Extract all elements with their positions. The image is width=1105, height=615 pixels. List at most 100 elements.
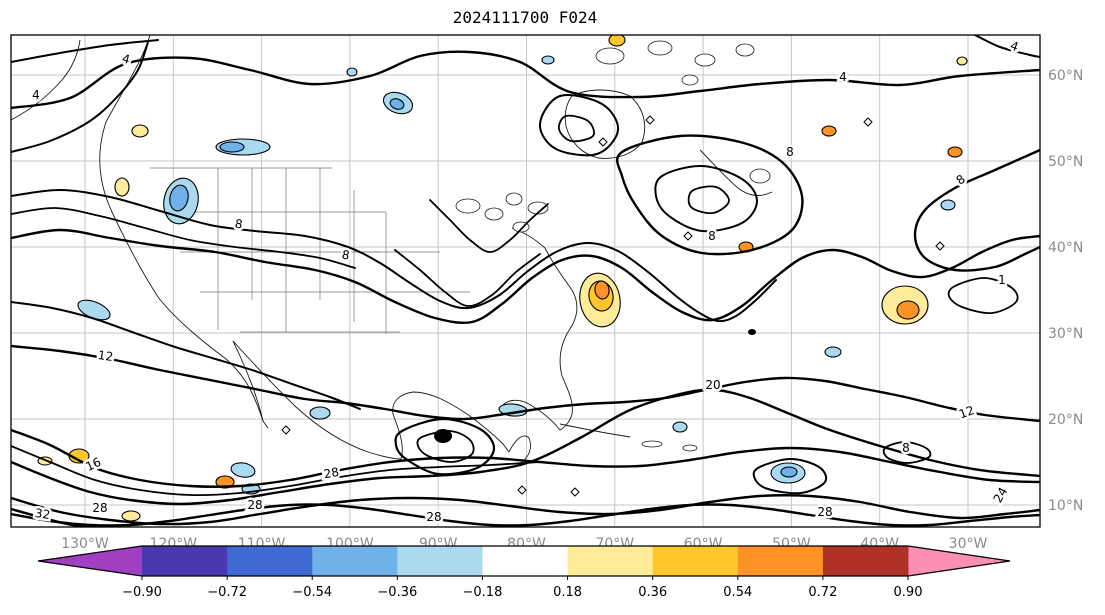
anomaly-patch xyxy=(121,510,141,522)
basemap-coastlines-layer xyxy=(11,35,773,465)
small-contour-marker xyxy=(645,115,655,125)
lake-or-island xyxy=(735,43,755,57)
contour-line-level-4 xyxy=(11,50,1040,110)
lake-or-island xyxy=(641,440,663,448)
coastline xyxy=(99,35,269,429)
contour-line-level-28 xyxy=(752,457,828,495)
anomaly-patch xyxy=(940,199,956,211)
contour-label: 28 xyxy=(426,510,441,524)
coastline xyxy=(699,149,773,196)
contour-line-level-4 xyxy=(11,39,159,63)
colorbar-segment xyxy=(652,546,739,576)
contour-label: 28 xyxy=(817,505,832,519)
contour-line-level-8 xyxy=(11,188,777,323)
colorbar-tick-label: 0.54 xyxy=(723,585,752,600)
contour-lines-layer xyxy=(11,35,1040,527)
lat-tick-label: 20°N xyxy=(1048,412,1083,428)
anomaly-patch xyxy=(780,466,798,478)
anomaly-patch xyxy=(672,421,688,433)
contour-label: 1 xyxy=(998,273,1006,287)
contour-label: 20 xyxy=(705,378,720,392)
small-contour-marker xyxy=(281,425,291,435)
colorbar-segment xyxy=(737,546,824,576)
colorbar-segment xyxy=(567,546,654,576)
lon-tick-label: 130°W xyxy=(61,536,109,552)
colorbar-tick-label: 0.72 xyxy=(808,585,837,600)
lake-or-island xyxy=(647,40,673,56)
contour-line-level-12 xyxy=(11,344,1040,423)
colorbar-tick-label: 0.90 xyxy=(894,585,923,600)
contour-label: 8 xyxy=(708,229,716,243)
small-contour-marker xyxy=(517,485,527,495)
colorbar: −0.90 −0.72 −0.54 −0.36 −0.18 0.18 0.36 0.54 0.7… xyxy=(37,545,1011,600)
small-contour-marker xyxy=(863,117,873,127)
coastline xyxy=(564,89,646,159)
small-contour-marker xyxy=(598,137,608,147)
lat-tick-label: 60°N xyxy=(1048,68,1083,84)
lat-tick-label: 30°N xyxy=(1048,326,1083,342)
colorbar-segment xyxy=(227,546,313,576)
lat-tick-label: 10°N xyxy=(1048,498,1083,514)
colorbar-tick-label: −0.54 xyxy=(292,585,332,600)
contour-line-level-4 xyxy=(11,41,149,153)
colorbar-tick-label: 0.18 xyxy=(553,585,582,600)
coastline xyxy=(392,391,510,460)
anomaly-patch xyxy=(346,67,358,77)
anomaly-patch xyxy=(114,177,130,197)
contour-line-level-16 xyxy=(11,428,1040,488)
contour-line-level-18 xyxy=(11,445,541,497)
coastline xyxy=(501,247,578,431)
anomaly-patch xyxy=(131,124,149,138)
contour-line-level-4 xyxy=(557,114,595,143)
contour-line-level-1 xyxy=(947,277,1019,314)
anomaly-patch xyxy=(608,35,626,47)
contour-line-level-20 xyxy=(11,388,1040,506)
lake-or-island xyxy=(455,198,481,214)
contour-label: 4 xyxy=(32,88,40,102)
lake-or-island xyxy=(694,53,716,67)
contour-line-level-12 xyxy=(11,301,361,410)
colorbar-segment xyxy=(142,546,228,576)
contour-label: 28 xyxy=(323,465,340,481)
small-contour-marker xyxy=(935,241,945,251)
lake-or-island xyxy=(505,192,523,206)
contour-line-level-6 xyxy=(429,199,549,253)
plot-border xyxy=(10,34,1041,528)
anomaly-patch xyxy=(896,300,920,320)
small-contour-marker xyxy=(683,231,693,241)
contour-label: 8 xyxy=(786,145,794,159)
anomaly-patch xyxy=(594,280,610,300)
grid-layer xyxy=(11,35,1040,527)
lat-tick-label: 40°N xyxy=(1048,240,1083,256)
lat-tick-label: 50°N xyxy=(1048,154,1083,170)
contour-label: 12 xyxy=(97,348,114,364)
anomaly-patch xyxy=(824,346,842,358)
contour-line-level-4 xyxy=(538,94,620,157)
contour-line-level-8 xyxy=(654,164,758,233)
contour-label: 32 xyxy=(34,506,51,522)
contour-label: 8 xyxy=(341,248,351,263)
contour-label: 28 xyxy=(247,498,262,512)
anomaly-patch xyxy=(956,56,968,66)
colorbar-segment xyxy=(822,546,909,576)
coastline xyxy=(232,340,402,460)
contour-line-level-10 xyxy=(394,249,541,307)
coastline xyxy=(508,435,531,465)
colorbar-segment xyxy=(312,546,398,576)
coastline xyxy=(11,39,81,121)
colorbar-under-arrow xyxy=(38,546,142,576)
contour-line-level-28 xyxy=(11,503,1040,527)
contour-line-level-8 xyxy=(615,134,804,256)
contour-line-level-8 xyxy=(687,185,730,215)
chart-title: 2024111700 F024 xyxy=(453,8,598,27)
colorbar-tick-label: −0.36 xyxy=(377,585,417,600)
contour-line-level-8 xyxy=(11,228,1040,325)
anomaly-patch xyxy=(219,141,245,153)
lon-tick-label: 30°W xyxy=(949,536,988,552)
colorbar-tick-label: 0.36 xyxy=(638,585,667,600)
colorbar-tick-label: −0.72 xyxy=(207,585,247,600)
anomaly-patch xyxy=(169,184,189,212)
lake-or-island xyxy=(527,201,549,215)
anomaly-patch xyxy=(947,146,963,158)
